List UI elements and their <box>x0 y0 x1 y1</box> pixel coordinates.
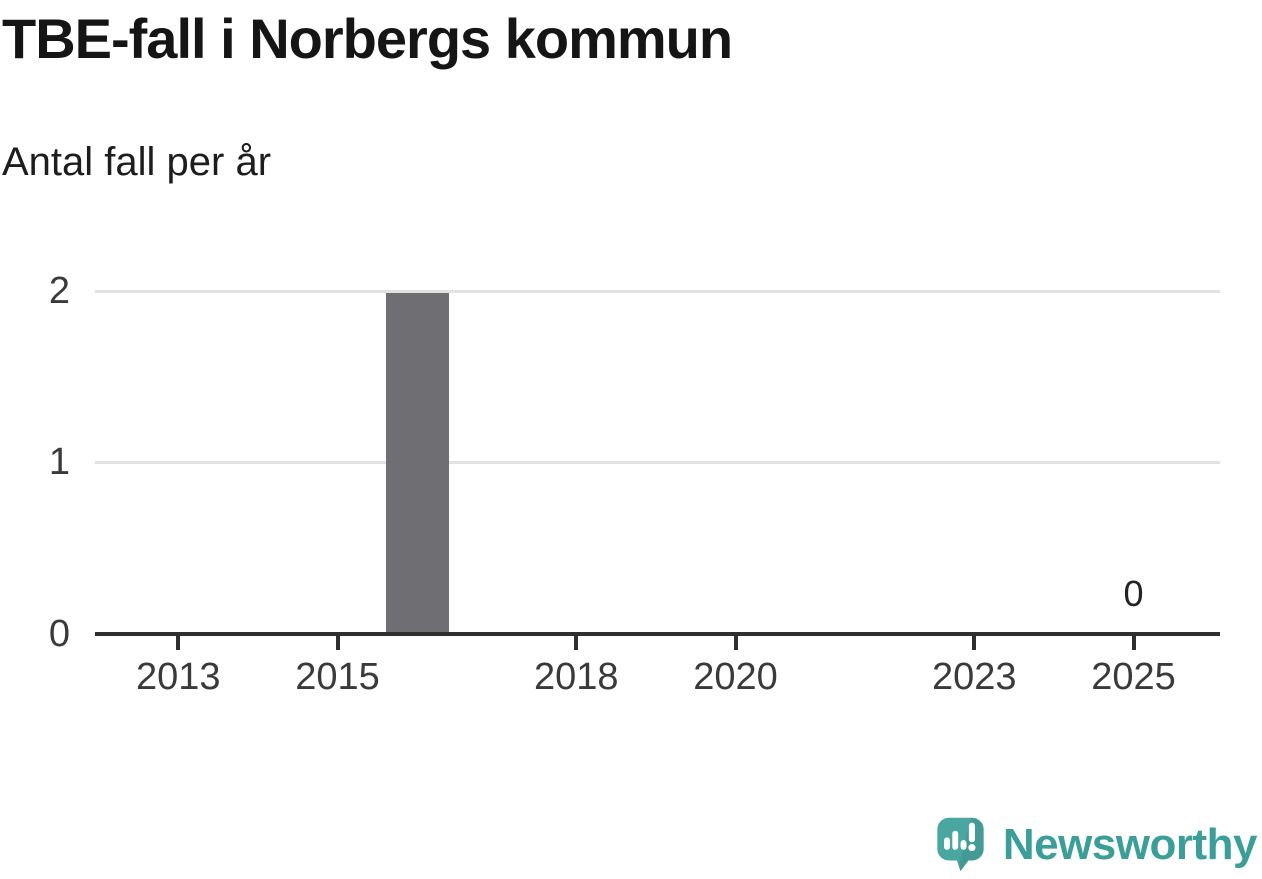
x-tick-2018 <box>574 636 579 650</box>
x-tick-2023 <box>972 636 977 650</box>
x-axis-label-2020: 2020 <box>693 656 778 698</box>
y-axis-label-1: 1 <box>48 441 70 484</box>
y-axis-label-2: 2 <box>48 269 70 312</box>
x-axis-label-2023: 2023 <box>932 656 1017 698</box>
x-tick-2020 <box>733 636 738 650</box>
y-axis-label-0: 0 <box>48 613 70 655</box>
newsworthy-logo-icon <box>937 817 984 872</box>
x-axis-label-2013: 2013 <box>136 656 221 698</box>
x-axis-line <box>95 632 1220 636</box>
chart-subtitle: Antal fall per år <box>2 140 272 184</box>
brand-footer: Newsworthy <box>932 814 1258 875</box>
gridline-y-1 <box>95 461 1220 465</box>
x-tick-2015 <box>335 636 340 650</box>
x-tick-2013 <box>176 636 181 650</box>
gridline-y-2 <box>95 289 1220 293</box>
x-axis-label-2015: 2015 <box>295 656 380 698</box>
x-axis-label-2018: 2018 <box>534 656 619 698</box>
bar-2016 <box>385 292 449 636</box>
chart-title: TBE-fall i Norbergs kommun <box>2 7 733 70</box>
value-label-2025: 0 <box>1123 573 1144 614</box>
x-tick-2025 <box>1131 636 1136 650</box>
newsworthy-logo-text: Newsworthy <box>1002 819 1258 869</box>
x-axis-label-2025: 2025 <box>1091 656 1176 698</box>
